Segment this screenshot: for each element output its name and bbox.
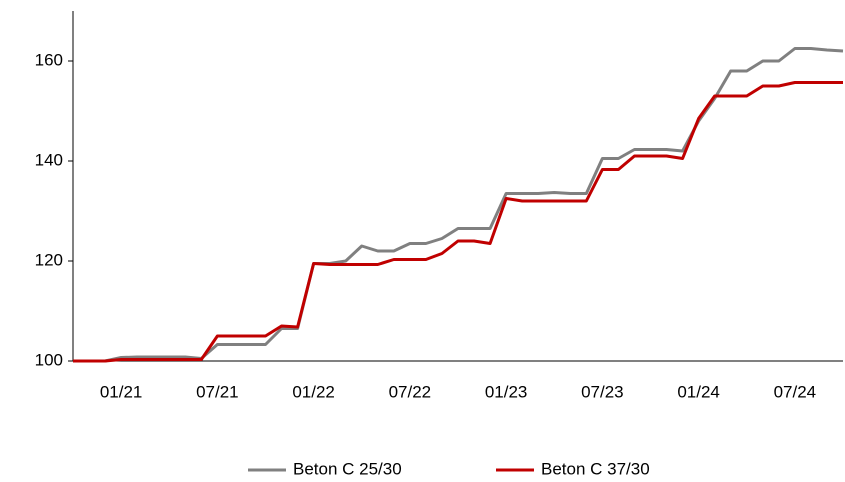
y-tick-label: 120 xyxy=(35,250,63,269)
x-tick-label: 01/24 xyxy=(677,382,720,401)
legend-label: Beton C 37/30 xyxy=(541,459,650,478)
legend-label: Beton C 25/30 xyxy=(293,459,402,478)
x-tick-label: 01/22 xyxy=(292,382,335,401)
series-line xyxy=(73,81,843,363)
y-tick-label: 100 xyxy=(35,350,63,369)
y-tick-label: 140 xyxy=(35,150,63,169)
x-tick-label: 01/21 xyxy=(100,382,143,401)
x-tick-label: 07/24 xyxy=(774,382,817,401)
x-tick-label: 01/23 xyxy=(485,382,528,401)
y-tick-label: 160 xyxy=(35,50,63,69)
x-tick-label: 07/22 xyxy=(389,382,432,401)
x-tick-label: 07/21 xyxy=(196,382,239,401)
x-tick-label: 07/23 xyxy=(581,382,624,401)
